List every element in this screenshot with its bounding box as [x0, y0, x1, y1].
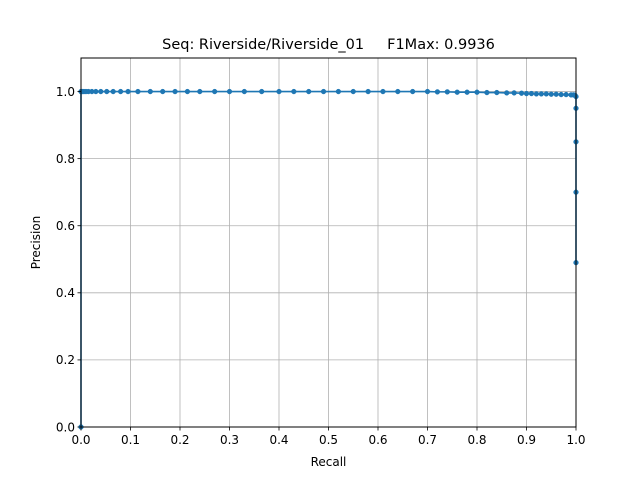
data-point — [276, 88, 282, 95]
data-point — [434, 89, 441, 95]
data-point — [494, 89, 500, 96]
x-tick-label: 0.2 — [170, 433, 189, 447]
data-point — [444, 89, 450, 95]
x-tick-label: 1.0 — [566, 433, 585, 447]
data-point — [104, 88, 110, 95]
y-tick-label: 0.6 — [56, 219, 75, 233]
x-tick-label: 0.4 — [269, 433, 288, 447]
data-point — [197, 88, 203, 95]
data-point — [464, 89, 470, 95]
y-axis-label: Precision — [29, 216, 43, 270]
x-tick-label: 0.1 — [121, 433, 140, 447]
data-point — [543, 91, 549, 97]
data-point — [135, 88, 141, 95]
data-point — [533, 91, 540, 97]
data-point — [110, 88, 116, 95]
y-tick-label: 0.2 — [56, 353, 75, 367]
data-point — [117, 88, 124, 95]
data-point — [259, 88, 265, 95]
data-point — [147, 88, 153, 95]
x-axis-label: Recall — [311, 455, 347, 469]
x-tick-label: 0.7 — [418, 433, 437, 447]
x-tick-label: 0.0 — [71, 433, 90, 447]
data-point — [98, 88, 104, 95]
data-point — [212, 88, 218, 95]
y-tick-label: 0.8 — [56, 152, 75, 166]
data-point — [518, 90, 525, 96]
data-point — [528, 90, 535, 97]
data-point — [558, 91, 564, 98]
chart-title: Seq: Riverside/Riverside_01 F1Max: 0.993… — [162, 37, 495, 53]
data-point — [553, 91, 559, 97]
data-point — [241, 88, 248, 95]
data-point — [320, 88, 327, 95]
y-tick-label: 1.0 — [56, 85, 75, 99]
data-point — [504, 90, 510, 96]
x-tick-label: 0.5 — [319, 433, 338, 447]
data-point — [511, 90, 517, 96]
data-point — [410, 88, 416, 95]
y-tick-label: 0.4 — [56, 286, 75, 300]
data-point — [172, 88, 178, 95]
data-point — [125, 88, 131, 95]
data-point — [454, 89, 460, 95]
data-point — [395, 88, 401, 95]
x-tick-label: 0.9 — [517, 433, 536, 447]
data-point — [563, 91, 569, 98]
data-point — [93, 88, 99, 95]
data-point — [365, 88, 371, 95]
data-point — [226, 88, 233, 95]
data-point — [335, 88, 342, 95]
data-point — [548, 91, 554, 97]
data-point — [350, 88, 356, 95]
y-tick-label: 0.0 — [56, 420, 75, 434]
data-point — [538, 91, 544, 97]
data-point — [424, 88, 431, 95]
data-point — [291, 88, 297, 95]
data-point — [474, 89, 480, 95]
data-point — [184, 88, 191, 95]
x-tick-label: 0.6 — [368, 433, 387, 447]
x-axis-ticks: 0.0 0.1 0.2 0.3 0.4 0.5 0.6 0.7 0.8 0.9 1.0 — [71, 427, 586, 447]
data-point — [380, 88, 386, 95]
x-tick-label: 0.3 — [220, 433, 239, 447]
y-axis-ticks: 0.0 0.2 0.4 0.6 0.8 1.0 — [56, 85, 81, 434]
data-point — [484, 89, 490, 96]
x-tick-label: 0.8 — [467, 433, 486, 447]
data-point — [523, 90, 530, 97]
data-point — [160, 88, 166, 95]
data-point — [306, 88, 312, 95]
